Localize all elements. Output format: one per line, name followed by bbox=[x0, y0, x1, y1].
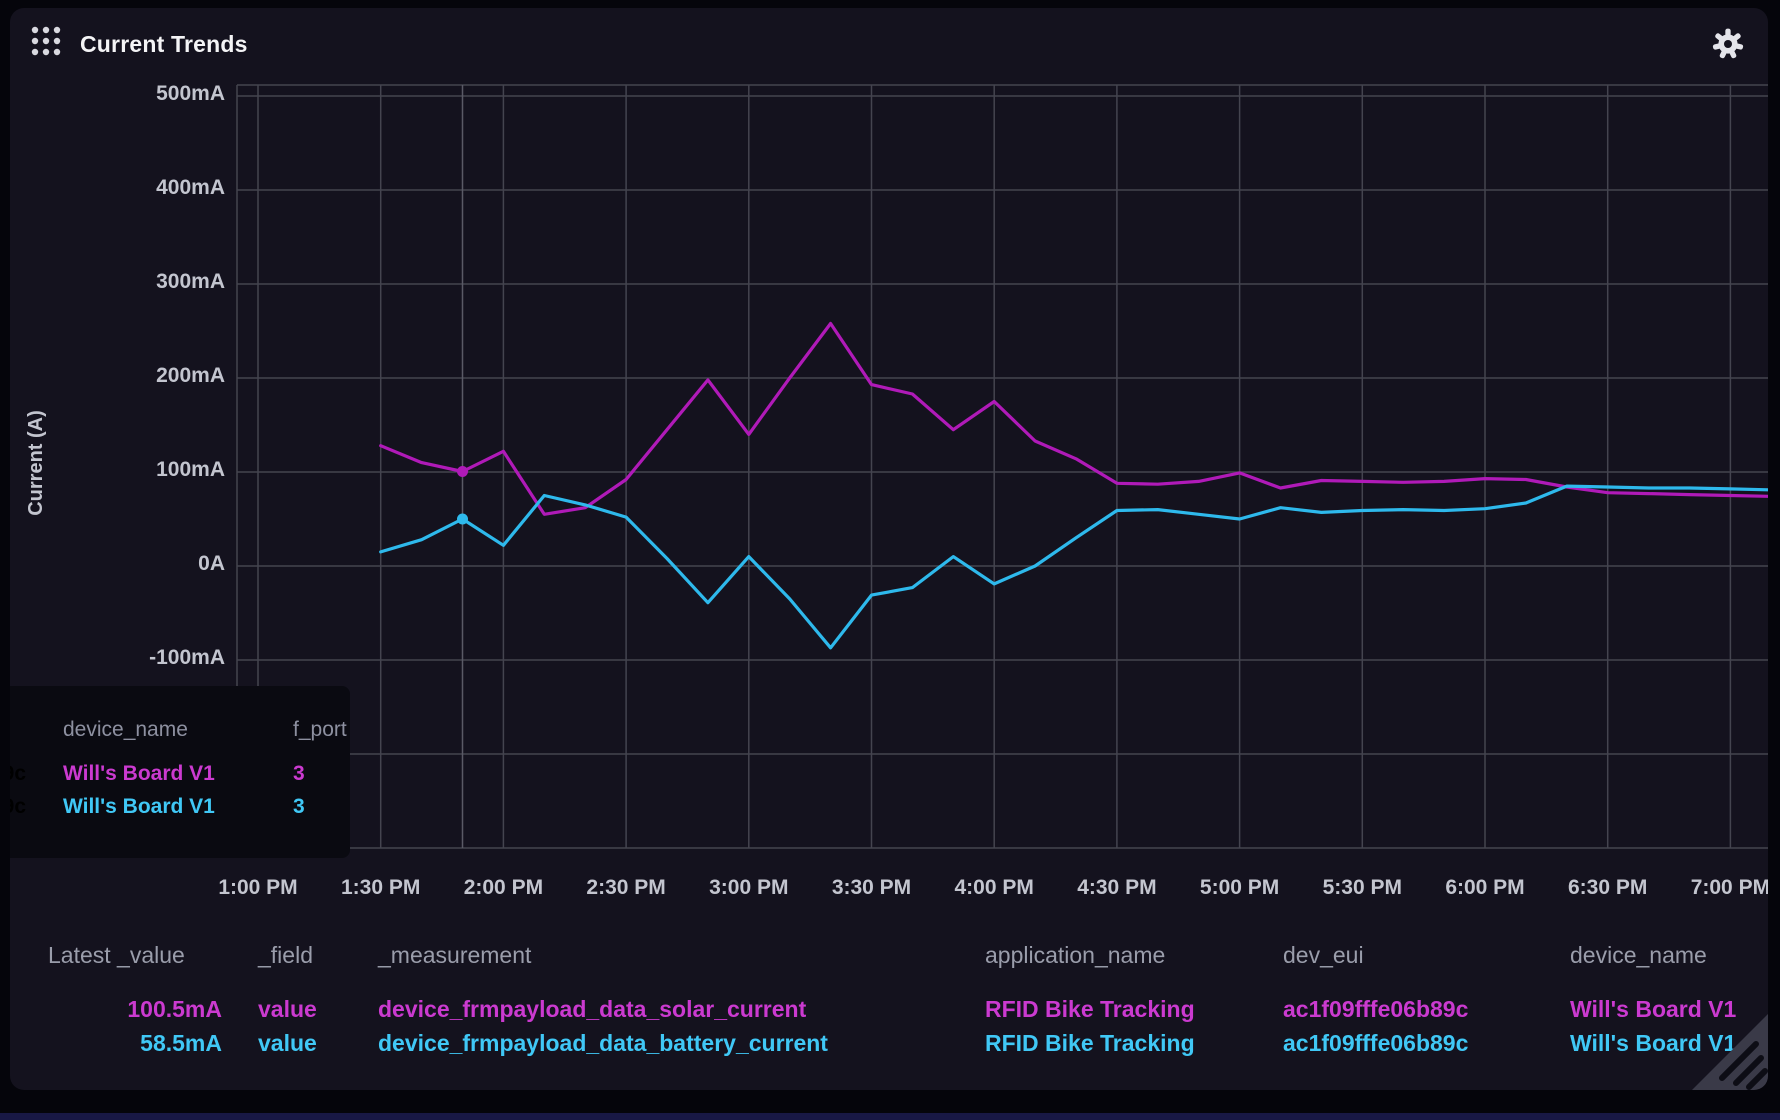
legend-row-solar-value[interactable]: 100.5mA bbox=[127, 996, 222, 1022]
legend-header-field: _field bbox=[258, 942, 313, 968]
legend-row-battery-measurement[interactable]: device_frmpayload_data_battery_current bbox=[378, 1030, 828, 1056]
y-tick-label: 500mA bbox=[156, 82, 225, 105]
x-tick-label: 2:00 PM bbox=[463, 876, 544, 899]
legend-row-solar-measurement[interactable]: device_frmpayload_data_solar_current bbox=[378, 996, 807, 1022]
legend-row-solar-device-name[interactable]: Will's Board V1 bbox=[1570, 996, 1737, 1022]
legend-row-battery-application[interactable]: RFID Bike Tracking bbox=[985, 1030, 1195, 1056]
legend-row-battery-value[interactable]: 58.5mA bbox=[140, 1030, 222, 1056]
y-tick-label: 300mA bbox=[156, 270, 225, 293]
legend-row-battery-field[interactable]: value bbox=[258, 1030, 317, 1056]
y-tick-label: 0A bbox=[198, 552, 225, 575]
x-tick-label: 3:30 PM bbox=[831, 876, 912, 899]
legend-table: Latest _value _field _measurement applic… bbox=[10, 938, 1768, 1060]
x-tick-label: 7:00 PM bbox=[1690, 876, 1768, 899]
x-tick-label: 4:30 PM bbox=[1077, 876, 1157, 899]
legend-header-application-name: application_name bbox=[985, 942, 1166, 968]
drag-handle-icon[interactable] bbox=[29, 25, 63, 57]
tooltip-f-port: 3 bbox=[293, 762, 305, 785]
legend-header-dev-eui: dev_eui bbox=[1283, 942, 1364, 968]
x-tick-label: 1:00 PM bbox=[218, 876, 298, 899]
y-tick-label: 400mA bbox=[156, 176, 225, 199]
tooltip-header-f-port: f_port bbox=[293, 718, 347, 741]
legend-row-solar-application[interactable]: RFID Bike Tracking bbox=[985, 996, 1195, 1022]
x-tick-label: 4:00 PM bbox=[954, 876, 1034, 899]
tooltip-header-device-name: device_name bbox=[63, 718, 188, 741]
next-panel-edge bbox=[0, 1113, 1780, 1120]
tooltip-clipped-dev-eui: 9c bbox=[10, 762, 26, 785]
x-tick-label: 5:30 PM bbox=[1322, 876, 1402, 899]
tooltip-device-name: Will's Board V1 bbox=[63, 795, 215, 818]
legend-header-latest-value: Latest _value bbox=[48, 942, 185, 968]
y-tick-label: 200mA bbox=[156, 364, 225, 387]
chart-canvas[interactable] bbox=[10, 8, 1768, 1090]
x-tick-label: 1:30 PM bbox=[341, 876, 421, 899]
x-tick-label: 5:00 PM bbox=[1199, 876, 1280, 899]
resize-handle[interactable] bbox=[1692, 1014, 1768, 1090]
gear-icon[interactable] bbox=[1712, 28, 1744, 60]
legend-row-battery-device-name[interactable]: Will's Board V1 bbox=[1570, 1030, 1737, 1056]
x-tick-label: 3:00 PM bbox=[709, 876, 789, 899]
legend-header-device-name: device_name bbox=[1570, 942, 1707, 968]
page-title: Current Trends bbox=[80, 31, 248, 57]
legend-spacer bbox=[10, 972, 1768, 992]
legend-row-solar-field[interactable]: value bbox=[258, 996, 317, 1022]
x-tick-label: 2:30 PM bbox=[586, 876, 666, 899]
hover-tooltip: 9c 9c device_name f_port Will's Board V1… bbox=[10, 686, 350, 858]
y-tick-label: -100mA bbox=[149, 646, 225, 669]
x-tick-label: 6:00 PM bbox=[1445, 876, 1525, 899]
y-tick-label: 100mA bbox=[156, 458, 225, 481]
legend-row-battery-dev-eui[interactable]: ac1f09fffe06b89c bbox=[1283, 1030, 1469, 1056]
x-tick-label: 6:30 PM bbox=[1568, 876, 1648, 899]
tooltip-device-name: Will's Board V1 bbox=[63, 762, 215, 785]
tooltip-f-port: 3 bbox=[293, 795, 305, 818]
legend-header-measurement: _measurement bbox=[378, 942, 532, 968]
legend-row-solar-dev-eui[interactable]: ac1f09fffe06b89c bbox=[1283, 996, 1469, 1022]
cell-panel: Current Trends bbox=[10, 8, 1768, 1090]
tooltip-clipped-dev-eui: 9c bbox=[10, 795, 26, 818]
